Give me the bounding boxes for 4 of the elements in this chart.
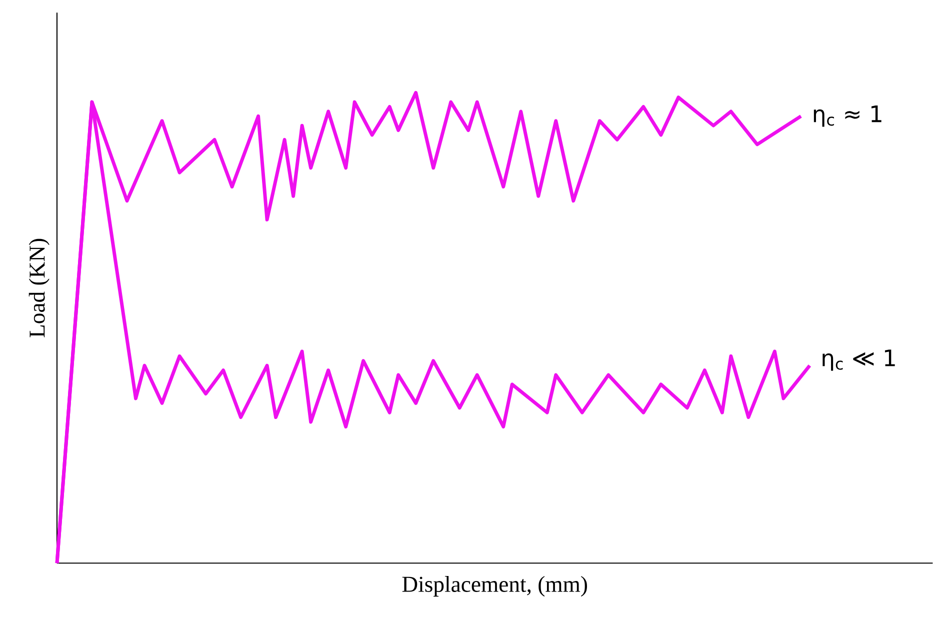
series-label: η$_{c}$ ≈ 1	[814, 106, 882, 127]
y-axis-title: Load (KN)	[28, 238, 50, 338]
series-label: η$_{c}$ ≪ 1	[822, 350, 895, 371]
x-axis-title: Displacement, (mm)	[402, 576, 587, 597]
